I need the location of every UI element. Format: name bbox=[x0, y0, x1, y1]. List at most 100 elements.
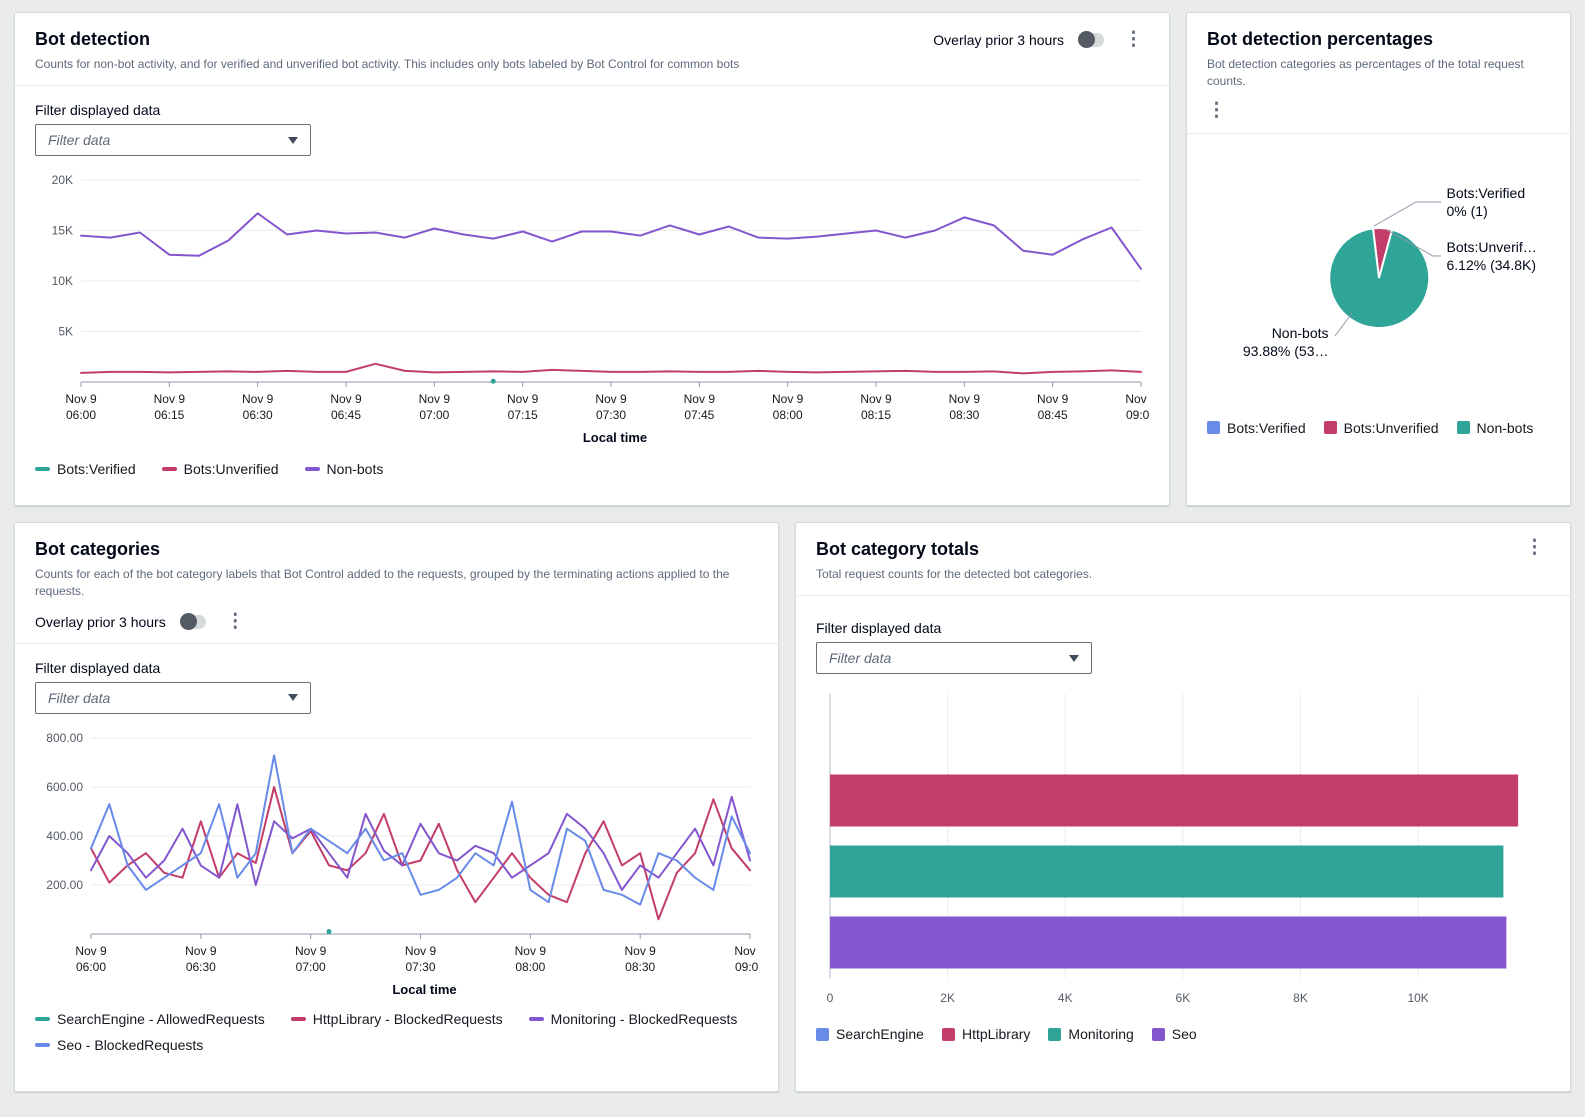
svg-text:Nov 9: Nov 9 bbox=[684, 392, 716, 406]
legend-label: HttpLibrary bbox=[961, 1026, 1031, 1043]
panel-bot-category-totals: Bot category totals ⋮ Total request coun… bbox=[795, 522, 1571, 1092]
overlay-toggle[interactable] bbox=[1078, 31, 1104, 48]
legend-item[interactable]: Non-bots bbox=[304, 461, 384, 478]
kebab-menu-icon[interactable]: ⋮ bbox=[1525, 537, 1544, 558]
legend-label: Bots:Unverified bbox=[183, 461, 279, 478]
legend-label: Seo bbox=[1171, 1026, 1197, 1043]
legend-item[interactable]: Bots:Unverified bbox=[161, 461, 279, 478]
legend-label: Bots:Verified bbox=[1227, 419, 1306, 436]
page-title-bot-categories: Bot categories bbox=[35, 539, 161, 559]
legend-label: Monitoring bbox=[1068, 1026, 1134, 1043]
svg-text:Nov 9: Nov 9 bbox=[185, 944, 217, 958]
svg-text:Nov 9: Nov 9 bbox=[624, 944, 656, 958]
svg-text:08:30: 08:30 bbox=[949, 408, 979, 422]
legend-label: Monitoring - BlockedRequests bbox=[550, 1010, 738, 1027]
svg-text:Nov 9: Nov 9 bbox=[1037, 392, 1069, 406]
legend-marker bbox=[941, 1027, 955, 1041]
svg-text:4K: 4K bbox=[1058, 991, 1073, 1005]
svg-text:10K: 10K bbox=[1407, 991, 1428, 1005]
panel-bot-categories-header: Bot categories Counts for each of the bo… bbox=[15, 523, 778, 644]
svg-text:06:30: 06:30 bbox=[243, 408, 273, 422]
filter-placeholder: Filter data bbox=[48, 689, 111, 706]
svg-text:08:30: 08:30 bbox=[625, 960, 655, 974]
panel-description: Total request counts for the detected bo… bbox=[816, 567, 1093, 581]
legend-marker bbox=[528, 1016, 544, 1021]
filter-data-select[interactable]: Filter data bbox=[35, 681, 311, 714]
svg-text:09:00: 09:00 bbox=[735, 960, 758, 974]
legend-marker bbox=[1323, 421, 1337, 435]
x-axis-title: Local time bbox=[392, 981, 457, 997]
svg-text:08:00: 08:00 bbox=[773, 408, 803, 422]
svg-text:600.00: 600.00 bbox=[46, 780, 83, 794]
legend-label: SearchEngine bbox=[836, 1026, 924, 1043]
svg-text:10K: 10K bbox=[52, 274, 73, 288]
svg-text:2K: 2K bbox=[940, 991, 955, 1005]
panel-bot-detection: Bot detection Counts for non-bot activit… bbox=[14, 12, 1170, 506]
filter-data-select[interactable]: Filter data bbox=[816, 642, 1092, 675]
panel-bot-detection-percentages: Bot detection percentages Bot detection … bbox=[1186, 12, 1571, 506]
svg-text:Nov 9: Nov 9 bbox=[405, 944, 437, 958]
legend-marker bbox=[1048, 1027, 1062, 1041]
filter-label: Filter displayed data bbox=[816, 620, 942, 637]
svg-text:Nov 9: Nov 9 bbox=[1125, 392, 1149, 406]
legend-item[interactable]: Monitoring bbox=[1048, 1026, 1134, 1043]
svg-text:6K: 6K bbox=[1176, 991, 1191, 1005]
legend-label: Non-bots bbox=[326, 461, 384, 478]
kebab-menu-icon[interactable]: ⋮ bbox=[225, 610, 245, 632]
legend-marker bbox=[1151, 1027, 1165, 1041]
svg-text:Nov 9: Nov 9 bbox=[75, 944, 107, 958]
legend-item[interactable]: Seo - BlockedRequests bbox=[35, 1037, 203, 1053]
legend-label: Bots:Verified bbox=[57, 461, 136, 478]
legend-marker bbox=[816, 1027, 829, 1041]
svg-text:08:00: 08:00 bbox=[515, 960, 545, 974]
filter-data-select[interactable]: Filter data bbox=[35, 124, 311, 157]
totals-legend: SearchEngine HttpLibrary Monitoring Seo bbox=[816, 1026, 1550, 1042]
bot-detection-legend: Bots:Verified Bots:Unverified Non-bots bbox=[35, 461, 1149, 477]
page-title-totals: Bot category totals bbox=[816, 539, 980, 559]
filter-placeholder: Filter data bbox=[829, 650, 892, 667]
legend-item[interactable]: Bots:Verified bbox=[35, 461, 136, 477]
chevron-down-icon bbox=[288, 136, 298, 144]
bot-category-totals-bar-chart[interactable]: 0 2K 4K 6K 8K 10K bbox=[816, 688, 1534, 1018]
legend-marker bbox=[35, 467, 50, 472]
svg-text:06:15: 06:15 bbox=[154, 408, 184, 422]
filter-label: Filter displayed data bbox=[35, 659, 161, 676]
panel-totals-header: Bot category totals ⋮ Total request coun… bbox=[796, 523, 1570, 597]
legend-item[interactable]: SearchEngine - AllowedRequests bbox=[35, 1011, 265, 1027]
pie-figure: Bots:Verified 0% (1) Bots:Unverif… 6.12%… bbox=[1211, 156, 1547, 394]
legend-item[interactable]: Bots:Unverified bbox=[1323, 420, 1439, 436]
legend-item[interactable]: Seo bbox=[1151, 1026, 1197, 1043]
legend-item[interactable]: Monitoring - BlockedRequests bbox=[528, 1010, 738, 1027]
kebab-menu-icon[interactable]: ⋮ bbox=[1124, 29, 1143, 50]
svg-text:Nov 9: Nov 9 bbox=[419, 392, 451, 406]
bot-categories-line-chart[interactable]: 200.00 400.00 600.00 800.00 Nov 9 06:00 Nov 9 0… bbox=[35, 728, 758, 980]
bot-detection-line-chart[interactable]: 5K 10K 15K 20K Nov 9 06:00 Nov 9 06:15 Nov 9 06:3… bbox=[35, 170, 1149, 428]
svg-text:07:30: 07:30 bbox=[405, 960, 435, 974]
legend-item[interactable]: HttpLibrary - BlockedRequests bbox=[290, 1011, 503, 1027]
svg-text:Nov 9: Nov 9 bbox=[65, 392, 97, 406]
toggle-knob bbox=[179, 612, 197, 630]
legend-item[interactable]: Non-bots bbox=[1456, 419, 1534, 436]
svg-text:06:00: 06:00 bbox=[76, 960, 106, 974]
kebab-menu-icon[interactable]: ⋮ bbox=[1207, 99, 1226, 121]
panel-totals-body: Filter displayed data Filter data 0 2K 4K 6… bbox=[796, 596, 1570, 1091]
panel-bot-detection-body: Filter displayed data Filter data 5K 10K 1… bbox=[15, 86, 1169, 505]
overlay-toggle[interactable] bbox=[179, 612, 206, 630]
legend-item[interactable]: SearchEngine bbox=[816, 1026, 924, 1042]
svg-text:Nov 9: Nov 9 bbox=[949, 392, 981, 406]
panel-bot-detection-header: Bot detection Counts for non-bot activit… bbox=[15, 13, 1169, 87]
legend-item[interactable]: Bots:Verified bbox=[1207, 420, 1306, 436]
legend-item[interactable]: HttpLibrary bbox=[941, 1026, 1031, 1043]
svg-text:07:00: 07:00 bbox=[419, 408, 449, 422]
panel-description: Counts for each of the bot category labe… bbox=[35, 567, 730, 599]
panel-description: Bot detection categories as percentages … bbox=[1207, 57, 1524, 89]
svg-text:Nov 9: Nov 9 bbox=[734, 944, 758, 958]
legend-marker bbox=[161, 467, 177, 472]
panel-percentages-header: Bot detection percentages Bot detection … bbox=[1187, 13, 1570, 134]
bot-detection-pie-chart[interactable] bbox=[1211, 156, 1547, 394]
legend-label: Non-bots bbox=[1476, 419, 1534, 436]
svg-text:Nov 9: Nov 9 bbox=[242, 392, 274, 406]
svg-text:200.00: 200.00 bbox=[46, 878, 83, 892]
svg-text:Nov 9: Nov 9 bbox=[515, 944, 547, 958]
pie-label-unverified: Bots:Unverif… 6.12% (34.8K) bbox=[1446, 238, 1537, 273]
